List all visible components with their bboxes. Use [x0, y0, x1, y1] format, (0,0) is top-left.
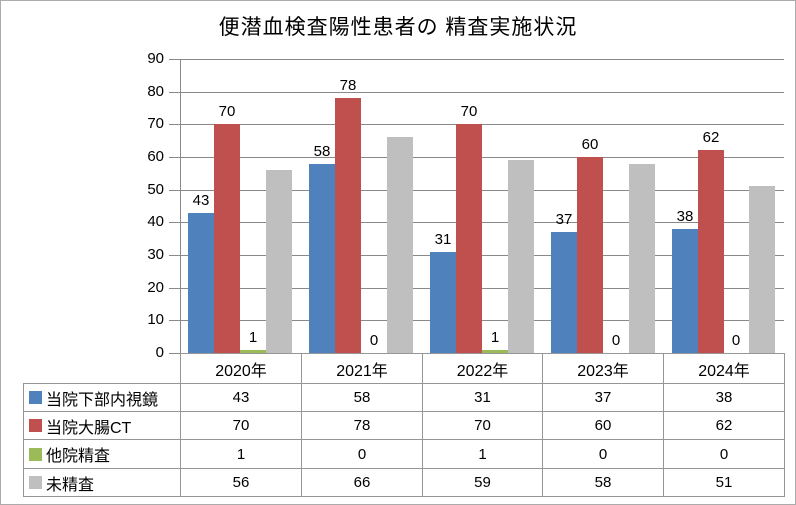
bar-value-label: 31 — [434, 231, 452, 248]
y-tick-label: 70 — [147, 115, 164, 132]
category-cell: 2020年 — [180, 353, 302, 384]
legend-swatch — [29, 447, 42, 461]
value-cell: 66 — [301, 468, 423, 497]
bar-当院大腸CT-2020年 — [214, 124, 240, 353]
value-cell: 70 — [180, 411, 302, 440]
bar-value-label: 1 — [248, 329, 258, 346]
value-cell: 1 — [422, 439, 543, 469]
bar-未精査-2021年 — [387, 137, 413, 353]
legend-cell-当院下部内視鏡: 当院下部内視鏡 — [23, 383, 181, 412]
category-cell: 2023年 — [542, 353, 664, 384]
value-cell: 0 — [663, 439, 785, 469]
bar-当院大腸CT-2021年 — [335, 98, 361, 353]
value-cell: 62 — [663, 411, 785, 440]
gridline — [169, 92, 784, 93]
y-tick-label: 80 — [147, 83, 164, 100]
value-cell: 51 — [663, 468, 785, 497]
bar-value-label: 70 — [460, 103, 478, 120]
bar-value-label: 0 — [731, 332, 741, 349]
bar-value-label: 58 — [313, 143, 331, 160]
bar-他院精査-2020年 — [240, 350, 266, 353]
bar-未精査-2024年 — [749, 186, 775, 353]
bar-未精査-2020年 — [266, 170, 292, 353]
bar-value-label: 0 — [611, 332, 621, 349]
y-tick-label: 60 — [147, 148, 164, 165]
bar-value-label: 38 — [676, 208, 694, 225]
value-cell: 38 — [663, 383, 785, 412]
y-tick-label: 50 — [147, 181, 164, 198]
legend-cell-当院大腸CT: 当院大腸CT — [23, 411, 181, 440]
y-axis-line — [180, 59, 181, 354]
legend-label: 当院大腸CT — [46, 419, 132, 437]
value-cell: 31 — [422, 383, 543, 412]
value-cell: 60 — [542, 411, 664, 440]
bar-value-label: 70 — [218, 103, 236, 120]
bar-value-label: 62 — [702, 129, 720, 146]
bar-value-label: 37 — [555, 211, 573, 228]
chart-title: 便潜血検査陽性患者の 精査実施状況 — [218, 16, 578, 39]
value-cell: 58 — [301, 383, 423, 412]
y-tick-label: 20 — [147, 279, 164, 296]
bar-value-label: 1 — [490, 329, 500, 346]
legend-label: 未精査 — [46, 476, 95, 494]
gridline — [169, 59, 784, 60]
value-cell: 59 — [422, 468, 543, 497]
value-cell: 58 — [542, 468, 664, 497]
legend-cell-未精査: 未精査 — [23, 468, 181, 497]
bar-value-label: 60 — [581, 136, 599, 153]
legend-swatch — [29, 419, 42, 432]
value-cell: 43 — [180, 383, 302, 412]
bar-当院下部内視鏡-2023年 — [551, 232, 577, 353]
bar-当院下部内視鏡-2022年 — [430, 252, 456, 353]
value-cell: 37 — [542, 383, 664, 412]
bar-当院下部内視鏡-2020年 — [188, 213, 214, 353]
legend-label: 他院精査 — [46, 448, 111, 465]
bar-当院下部内視鏡-2024年 — [672, 229, 698, 353]
bar-value-label: 0 — [369, 332, 379, 349]
bar-当院大腸CT-2022年 — [456, 124, 482, 353]
bar-未精査-2022年 — [508, 160, 534, 353]
bar-当院大腸CT-2023年 — [577, 157, 603, 353]
value-cell: 0 — [542, 439, 664, 469]
value-cell: 0 — [301, 439, 423, 469]
bar-他院精査-2022年 — [482, 350, 508, 353]
category-cell: 2024年 — [663, 353, 785, 384]
bar-当院下部内視鏡-2021年 — [309, 164, 335, 353]
value-cell: 56 — [180, 468, 302, 497]
bar-当院大腸CT-2024年 — [698, 150, 724, 353]
y-tick-label: 90 — [147, 50, 164, 67]
legend-cell-他院精査: 他院精査 — [23, 439, 181, 469]
category-cell: 2022年 — [422, 353, 543, 384]
legend-label: 当院下部内視鏡 — [46, 391, 159, 409]
y-tick-label: 10 — [147, 311, 164, 328]
category-cell: 2021年 — [301, 353, 423, 384]
value-cell: 70 — [422, 411, 543, 440]
bar-value-label: 78 — [339, 77, 357, 94]
value-cell: 78 — [301, 411, 423, 440]
y-tick-label: 0 — [155, 344, 164, 361]
bar-value-label: 43 — [192, 192, 210, 209]
bar-未精査-2023年 — [629, 164, 655, 353]
y-tick-label: 40 — [147, 213, 164, 230]
legend-swatch — [29, 476, 42, 489]
legend-swatch — [29, 391, 42, 404]
value-cell: 1 — [180, 439, 302, 469]
y-tick-label: 30 — [147, 246, 164, 263]
